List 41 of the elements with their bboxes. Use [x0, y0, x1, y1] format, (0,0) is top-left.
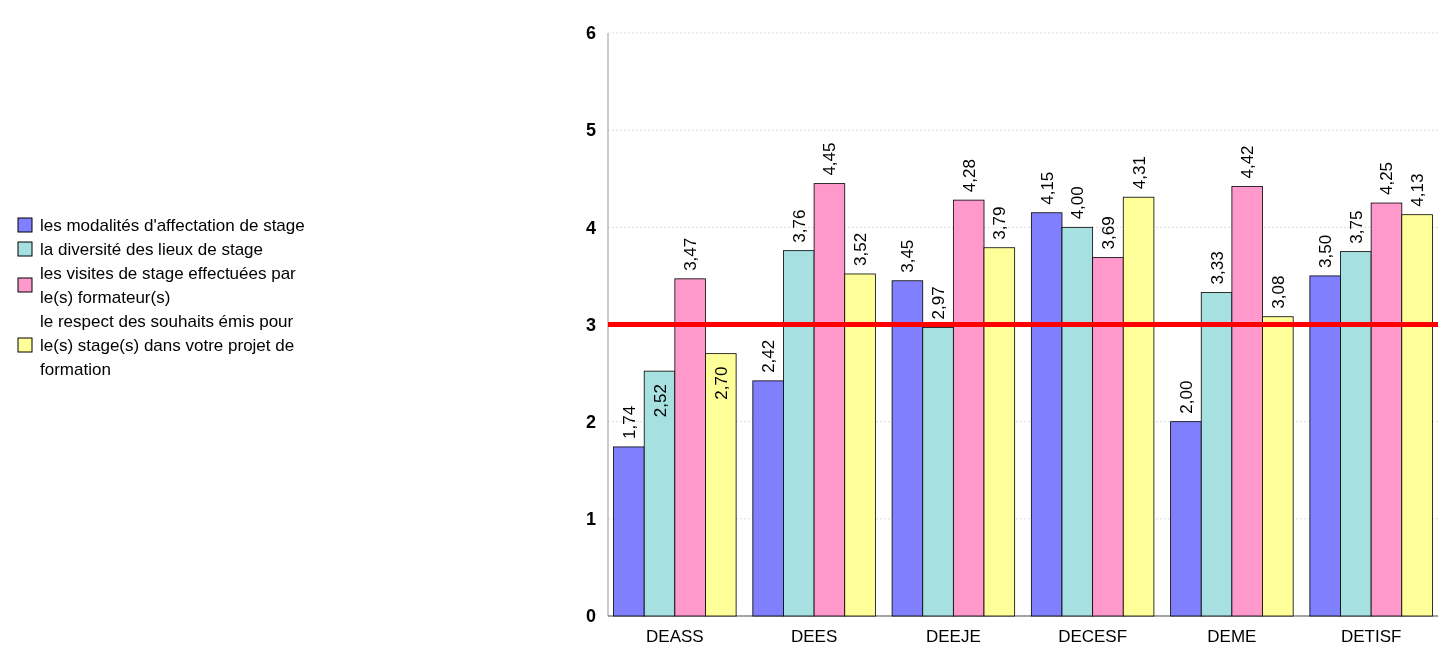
- data-label: 2,42: [759, 339, 779, 373]
- data-label: 2,52: [650, 384, 670, 418]
- y-tick-label: 4: [585, 217, 596, 238]
- data-label: 3,52: [851, 232, 871, 266]
- data-label: 3,50: [1316, 234, 1336, 268]
- data-label: 3,47: [681, 237, 701, 271]
- data-label: 2,00: [1176, 380, 1196, 414]
- data-label: 4,31: [1129, 156, 1149, 190]
- x-tick-label: DEME: [1207, 627, 1257, 646]
- x-tick-label: DECESF: [1058, 627, 1128, 646]
- data-label: 4,25: [1377, 161, 1397, 196]
- y-tick-label: 1: [585, 509, 596, 530]
- y-tick-label: 2: [585, 411, 596, 432]
- data-label: 2,97: [929, 286, 949, 320]
- data-label: 3,69: [1098, 216, 1118, 250]
- data-label: 4,28: [959, 159, 979, 193]
- data-label: 4,45: [820, 142, 840, 176]
- data-label: 3,79: [990, 206, 1010, 240]
- data-label: 3,33: [1207, 251, 1227, 285]
- x-tick-label: DEES: [790, 627, 838, 646]
- legend-label: le respect des souhaits émis pour le(s) stage(s) dans votre projet de formation: [40, 312, 295, 379]
- data-label: 1,74: [619, 405, 639, 439]
- legend-label: les visites de stage effectuées par le(s) formateur(s): [40, 264, 297, 307]
- data-label: 2,70: [711, 366, 731, 400]
- data-label: 3,76: [789, 209, 809, 243]
- legend-label: les modalités d'affectation de stage: [40, 216, 305, 235]
- data-label: 4,42: [1238, 145, 1258, 179]
- x-tick-label: DEASS: [646, 627, 704, 646]
- data-label: 4,15: [1037, 171, 1057, 205]
- data-label: 4,00: [1068, 186, 1088, 220]
- data-label: 3,08: [1268, 275, 1288, 309]
- data-label: 3,45: [898, 239, 918, 273]
- legend-label: la diversité des lieux de stage: [40, 240, 264, 259]
- x-tick-label: DEEJE: [925, 627, 981, 646]
- y-tick-label: 0: [585, 606, 596, 627]
- data-label: 3,75: [1346, 210, 1366, 244]
- y-tick-label: 3: [585, 314, 596, 335]
- data-label: 4,13: [1408, 173, 1428, 207]
- y-tick-label: 6: [585, 23, 596, 44]
- x-tick-label: DETISF: [1340, 627, 1402, 646]
- y-tick-label: 5: [585, 120, 596, 141]
